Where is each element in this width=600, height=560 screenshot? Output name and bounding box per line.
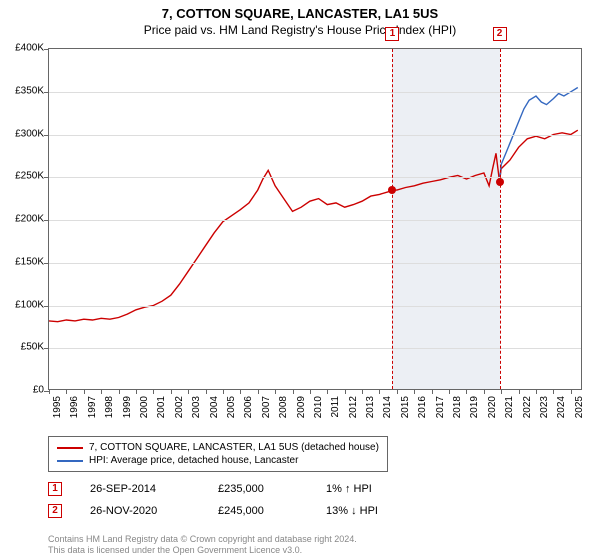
legend-swatch <box>57 447 83 449</box>
y-tick-label: £400K <box>0 43 44 54</box>
sale-row: 1 26-SEP-2014 £235,000 1% ↑ HPI <box>48 478 378 500</box>
x-tick-label: 1998 <box>104 396 115 418</box>
x-tick-label: 1997 <box>87 396 98 418</box>
legend-label: HPI: Average price, detached house, Lanc… <box>89 455 298 466</box>
sale-price: £235,000 <box>218 483 298 495</box>
x-tick-label: 2007 <box>261 396 272 418</box>
x-tick-label: 2010 <box>313 396 324 418</box>
x-tick-label: 1995 <box>52 396 63 418</box>
x-tick-label: 1999 <box>122 396 133 418</box>
x-tick-label: 2016 <box>417 396 428 418</box>
x-tick-label: 2011 <box>330 396 341 418</box>
x-axis-labels: 1995 1996 1997 1998 1999 2000 2001 2002 2003 2004… <box>48 392 582 434</box>
x-tick-label: 2017 <box>435 396 446 418</box>
x-tick-label: 2006 <box>243 396 254 418</box>
legend-swatch <box>57 460 83 462</box>
legend-item: HPI: Average price, detached house, Lanc… <box>57 454 379 467</box>
x-tick-label: 2009 <box>296 396 307 418</box>
x-tick-label: 2020 <box>487 396 498 418</box>
sale-date: 26-SEP-2014 <box>90 483 190 495</box>
x-tick-label: 2008 <box>278 396 289 418</box>
sale-date: 26-NOV-2020 <box>90 505 190 517</box>
chart-flag-2: 2 <box>493 27 507 41</box>
y-tick-label: £250K <box>0 171 44 182</box>
y-tick-label: £300K <box>0 128 44 139</box>
x-tick-label: 2021 <box>504 396 515 418</box>
y-axis-labels: £0£50K£100K£150K£200K£250K£300K£350K£400… <box>0 48 44 390</box>
y-tick-label: £0 <box>0 385 44 396</box>
x-tick-label: 2014 <box>382 396 393 418</box>
chart-plot-area: 12 <box>48 48 582 390</box>
x-tick-label: 2000 <box>139 396 150 418</box>
chart-subtitle: Price paid vs. HM Land Registry's House … <box>0 21 600 37</box>
y-tick-label: £150K <box>0 256 44 267</box>
x-tick-label: 2018 <box>452 396 463 418</box>
footer-line1: Contains HM Land Registry data © Crown c… <box>48 534 357 545</box>
sale-flag: 1 <box>48 482 62 496</box>
sale-delta: 13% ↓ HPI <box>326 505 378 517</box>
legend-item: 7, COTTON SQUARE, LANCASTER, LA1 5US (de… <box>57 441 379 454</box>
y-tick-label: £50K <box>0 342 44 353</box>
x-tick-label: 2005 <box>226 396 237 418</box>
x-tick-label: 2024 <box>556 396 567 418</box>
x-tick-label: 2023 <box>539 396 550 418</box>
y-tick-label: £200K <box>0 214 44 225</box>
chart-title: 7, COTTON SQUARE, LANCASTER, LA1 5US <box>0 0 600 21</box>
x-tick-label: 2013 <box>365 396 376 418</box>
x-tick-label: 2004 <box>209 396 220 418</box>
legend: 7, COTTON SQUARE, LANCASTER, LA1 5US (de… <box>48 436 388 472</box>
sale-row: 2 26-NOV-2020 £245,000 13% ↓ HPI <box>48 500 378 522</box>
sale-marker-1 <box>388 186 396 194</box>
page-root: 7, COTTON SQUARE, LANCASTER, LA1 5US Pri… <box>0 0 600 560</box>
legend-label: 7, COTTON SQUARE, LANCASTER, LA1 5US (de… <box>89 442 379 453</box>
x-tick-label: 2002 <box>174 396 185 418</box>
sale-delta: 1% ↑ HPI <box>326 483 372 495</box>
x-tick-label: 2012 <box>348 396 359 418</box>
y-tick-label: £100K <box>0 299 44 310</box>
x-tick-label: 2015 <box>400 396 411 418</box>
sale-marker-2 <box>496 178 504 186</box>
y-tick-label: £350K <box>0 85 44 96</box>
x-tick-label: 1996 <box>69 396 80 418</box>
chart-flag-1: 1 <box>385 27 399 41</box>
x-tick-label: 2022 <box>522 396 533 418</box>
x-tick-label: 2019 <box>469 396 480 418</box>
x-tick-label: 2001 <box>156 396 167 418</box>
footer-line2: This data is licensed under the Open Gov… <box>48 545 357 556</box>
sale-flag: 2 <box>48 504 62 518</box>
footer-attribution: Contains HM Land Registry data © Crown c… <box>48 534 357 557</box>
sale-price: £245,000 <box>218 505 298 517</box>
x-tick-label: 2003 <box>191 396 202 418</box>
x-tick-label: 2025 <box>574 396 585 418</box>
sales-table: 1 26-SEP-2014 £235,000 1% ↑ HPI 2 26-NOV-2020… <box>48 478 378 522</box>
